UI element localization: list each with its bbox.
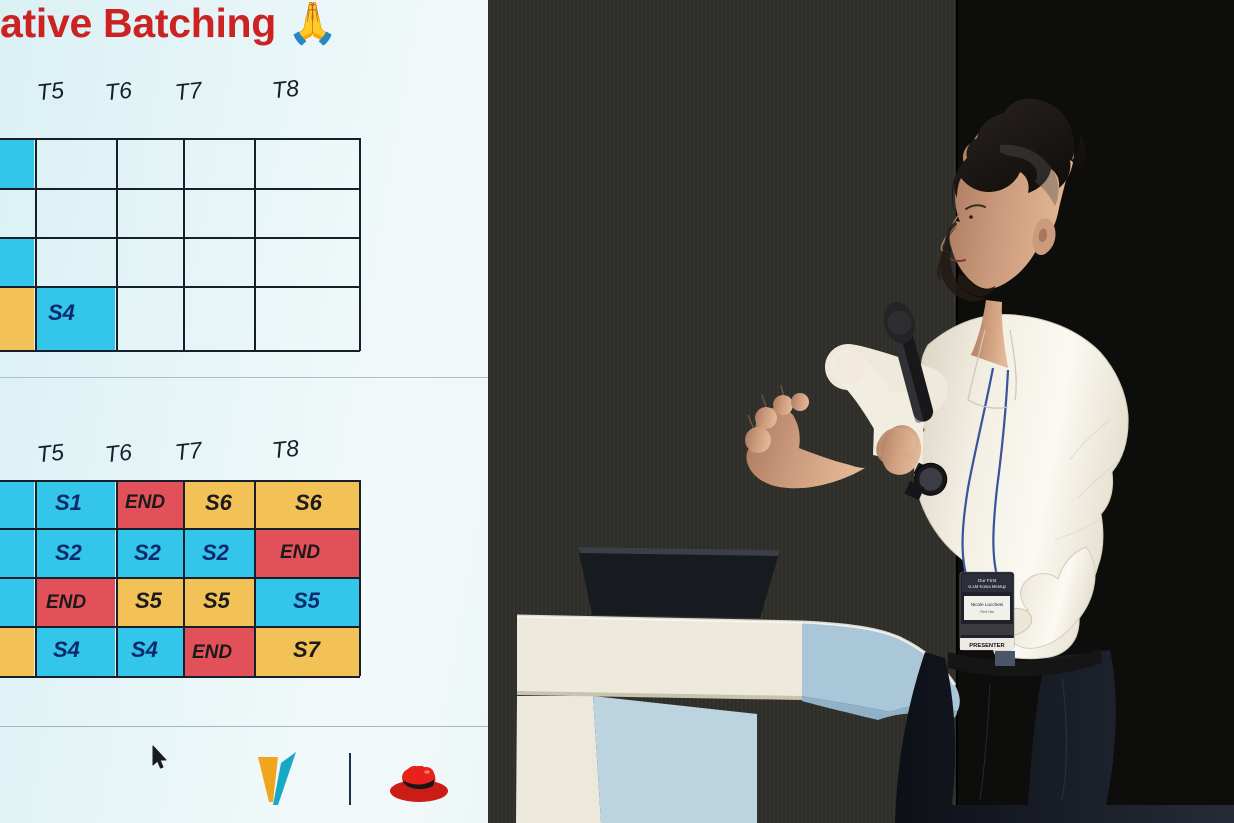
- svg-text:Red Hat: Red Hat: [980, 610, 994, 614]
- svg-text:PRESENTER: PRESENTER: [969, 643, 1005, 649]
- svg-text:Nicole Lucchesi: Nicole Lucchesi: [971, 602, 1003, 607]
- svg-text:vLLM Korea Meetup: vLLM Korea Meetup: [968, 584, 1006, 589]
